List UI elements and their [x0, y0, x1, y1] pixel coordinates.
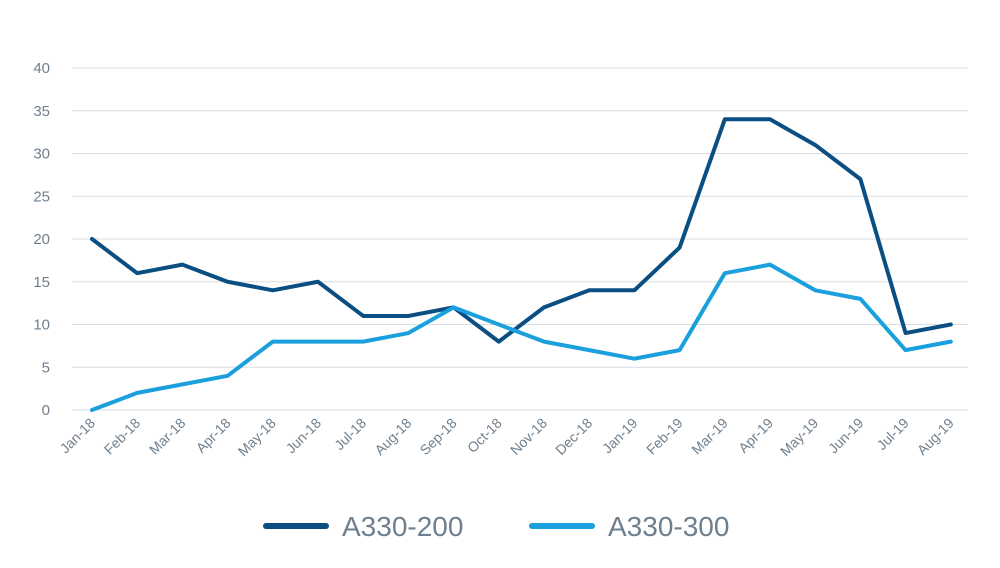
y-tick-label: 40 — [33, 60, 50, 77]
data-point — [678, 246, 682, 250]
x-tick-label: Feb-19 — [643, 415, 686, 458]
y-axis-ticks: 0 5 10 15 20 25 30 35 40 — [33, 60, 50, 419]
data-point — [813, 288, 817, 292]
data-point — [949, 340, 953, 344]
data-point — [406, 314, 410, 318]
data-point — [90, 408, 94, 412]
y-tick-label: 5 — [42, 359, 50, 376]
data-point — [632, 357, 636, 361]
x-tick-label: Dec-18 — [552, 415, 595, 458]
x-tick-label: Jan-18 — [57, 415, 99, 457]
legend: A330-200 A330-300 — [263, 511, 729, 542]
data-point — [226, 374, 230, 378]
x-tick-label: May-18 — [235, 415, 279, 459]
data-point — [135, 391, 139, 395]
data-point — [135, 271, 139, 275]
data-point — [497, 340, 501, 344]
data-point — [904, 348, 908, 352]
data-point — [858, 297, 862, 301]
y-tick-label: 15 — [33, 274, 50, 291]
data-point — [858, 177, 862, 181]
data-point — [452, 305, 456, 309]
x-tick-label: Mar-19 — [688, 415, 731, 458]
data-point — [587, 348, 591, 352]
grid-lines — [72, 67, 968, 411]
series-line-a330-200 — [90, 117, 953, 344]
x-tick-label: Aug-19 — [914, 415, 957, 458]
x-tick-label: Nov-18 — [507, 415, 550, 458]
data-point — [632, 288, 636, 292]
y-tick-label: 25 — [33, 188, 50, 205]
data-point — [723, 271, 727, 275]
data-point — [949, 323, 953, 326]
data-point — [904, 331, 908, 335]
data-point — [542, 340, 546, 344]
legend-label-a330-300: A330-300 — [608, 511, 729, 542]
series-line-a330-300 — [90, 262, 953, 412]
x-tick-label: Jul-19 — [873, 415, 911, 453]
data-point — [90, 237, 94, 241]
y-tick-label: 10 — [33, 317, 50, 334]
series-a330-200 — [90, 117, 953, 344]
data-point — [497, 323, 501, 326]
data-point — [813, 143, 817, 147]
legend-label-a330-200: A330-200 — [342, 511, 463, 542]
y-tick-label: 20 — [33, 231, 50, 248]
data-point — [180, 382, 184, 386]
x-tick-label: Apr-18 — [193, 415, 234, 456]
data-point — [587, 288, 591, 292]
data-point — [768, 117, 772, 121]
data-point — [361, 314, 365, 318]
x-tick-label: Jun-19 — [825, 415, 867, 457]
x-tick-label: May-19 — [777, 415, 821, 459]
x-tick-label: Mar-18 — [146, 415, 189, 458]
data-point — [271, 340, 275, 344]
x-tick-label: Apr-19 — [735, 415, 776, 456]
data-point — [678, 348, 682, 352]
data-point — [542, 305, 546, 309]
x-tick-label: Feb-18 — [101, 415, 144, 458]
series-a330-300 — [90, 262, 953, 412]
x-tick-label: Aug-18 — [371, 415, 414, 458]
series-lines — [90, 117, 953, 412]
y-tick-label: 0 — [42, 402, 50, 419]
data-point — [316, 280, 320, 284]
y-tick-label: 30 — [33, 146, 50, 163]
x-tick-label: Sep-18 — [416, 415, 459, 458]
data-point — [768, 263, 772, 267]
x-tick-label: Jun-18 — [283, 415, 325, 457]
data-point — [723, 117, 727, 121]
x-tick-label: Oct-18 — [464, 415, 505, 456]
x-axis-ticks: Jan-18 Feb-18 Mar-18 Apr-18 May-18 Jun-18 Jul-… — [57, 415, 958, 459]
data-point — [180, 263, 184, 267]
data-point — [316, 340, 320, 344]
data-point — [271, 288, 275, 292]
data-point — [406, 331, 410, 335]
x-tick-label: Jan-19 — [599, 415, 641, 457]
x-tick-label: Jul-18 — [331, 415, 369, 453]
data-point — [226, 280, 230, 284]
y-tick-label: 35 — [33, 103, 50, 120]
data-point — [361, 340, 365, 344]
